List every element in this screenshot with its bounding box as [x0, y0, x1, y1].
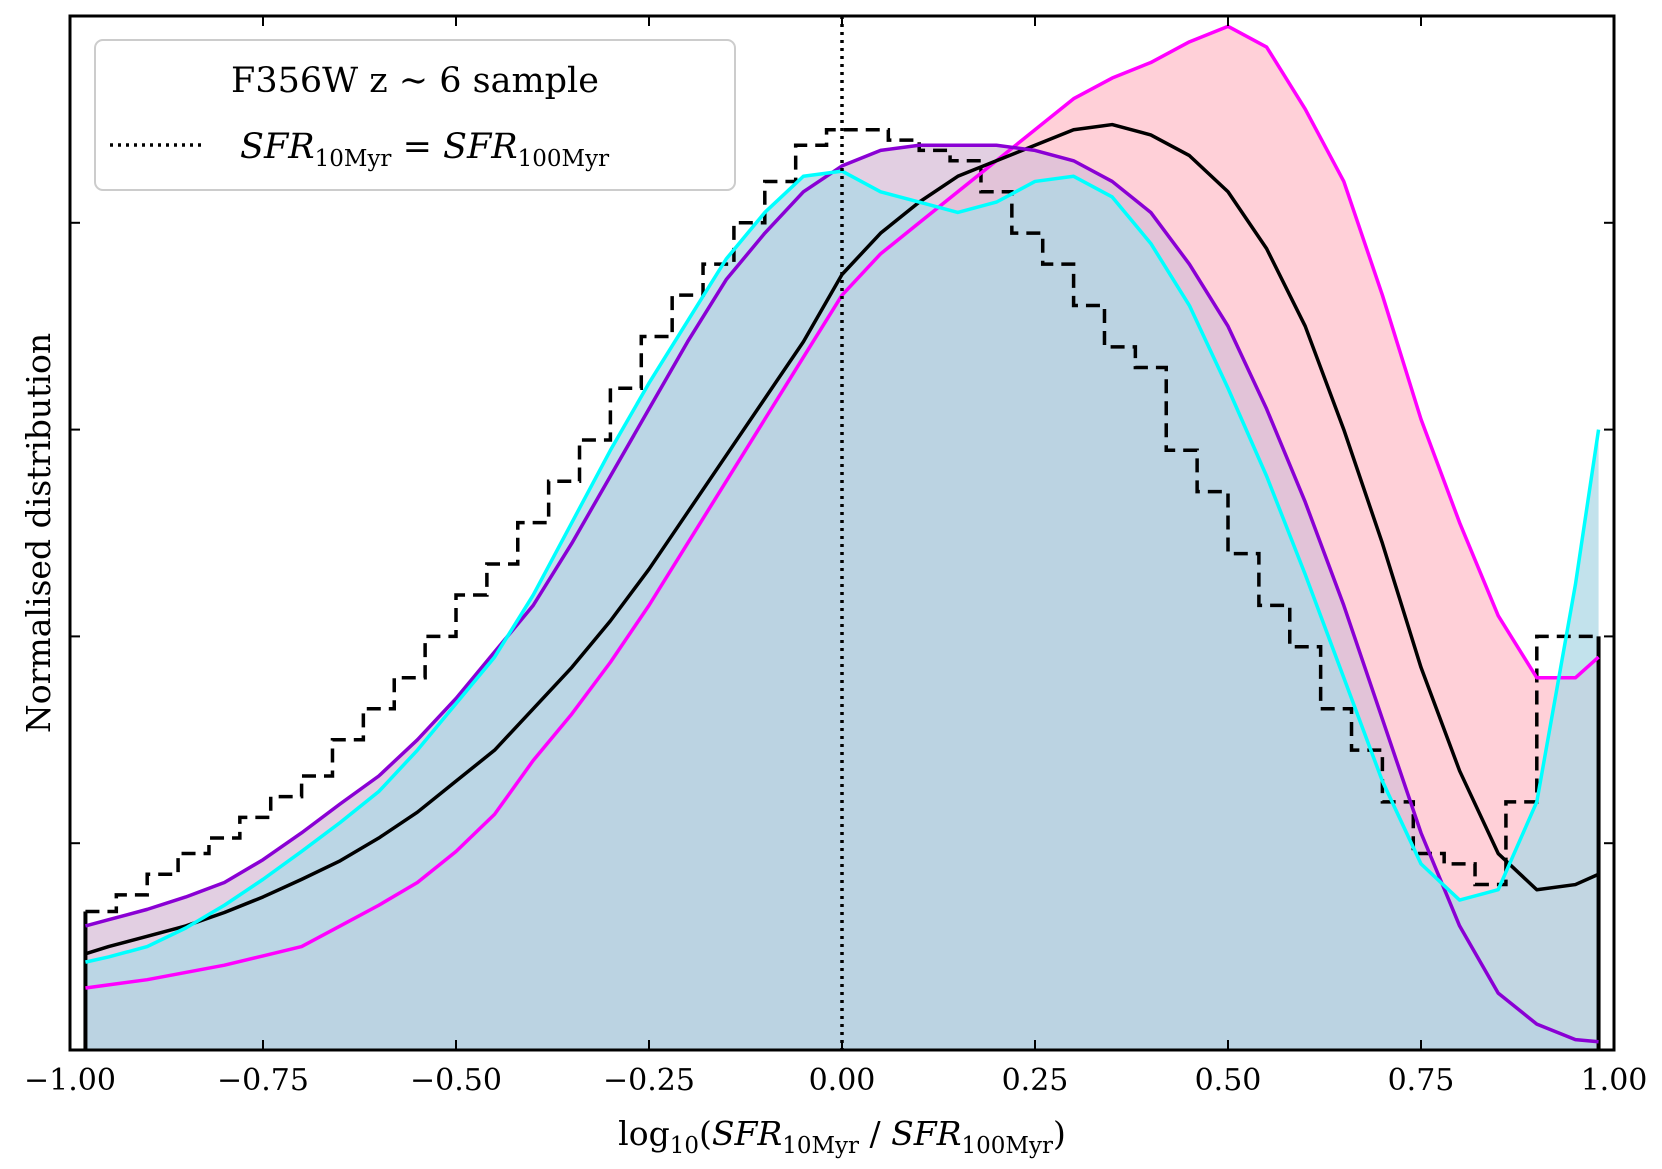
legend-entry-sub1: 10Myr — [315, 146, 392, 172]
x-tick-label: −1.00 — [24, 1063, 116, 1098]
legend-entry-sub2: 100Myr — [518, 146, 609, 172]
x-tick-label: −0.25 — [603, 1063, 695, 1098]
x-axis-label-open: ( — [699, 1114, 712, 1153]
legend-entry-eq: = — [391, 127, 443, 167]
x-tick-label: 1.00 — [1581, 1063, 1648, 1098]
x-axis-label-sub2: 100Myr — [962, 1133, 1053, 1159]
legend-entry-label: SFR10Myr = SFR100Myr — [240, 127, 609, 172]
x-axis-label-sfr1: SFR — [712, 1114, 782, 1153]
series-line-3 — [85, 169, 1601, 964]
legend-title: F356W z ∼ 6 sample — [231, 61, 599, 101]
series-line-0 — [85, 24, 1600, 990]
x-axis-label: log10(SFR10Myr / SFR100Myr) — [618, 1114, 1066, 1159]
x-tick-label: −0.50 — [410, 1063, 502, 1098]
histogram-step-line — [85, 127, 1599, 914]
x-tick-label: 0.50 — [1195, 1063, 1262, 1098]
x-tick-label: 0.00 — [809, 1063, 876, 1098]
legend: F356W z ∼ 6 sample SFR10Myr = SFR100Myr — [94, 39, 736, 191]
legend-box — [94, 39, 736, 191]
x-axis-label-slash: / — [859, 1114, 891, 1153]
x-axis-label-log: log — [618, 1114, 670, 1153]
x-axis-label-log-sub: 10 — [670, 1133, 699, 1159]
legend-entry-sfr2: SFR — [443, 127, 518, 167]
x-tick-label: 0.25 — [1002, 1063, 1069, 1098]
series-lines — [84, 24, 1601, 1044]
x-tick-labels: −1.00 −0.75 −0.50 −0.25 0.00 0.25 0.50 0.75 1.00 — [24, 1063, 1647, 1098]
x-tick-label: 0.75 — [1388, 1063, 1455, 1098]
x-axis-label-sub1: 10Myr — [782, 1133, 859, 1159]
series-line-2 — [84, 143, 1599, 1044]
histogram-layer — [83, 127, 1601, 1050]
x-axis-label-sfr2: SFR — [891, 1114, 961, 1153]
x-tick-label: −0.75 — [217, 1063, 309, 1098]
legend-entry-sfr1: SFR — [240, 127, 315, 167]
y-axis-label: Normalised distribution — [19, 333, 58, 733]
x-axis-label-close: ) — [1053, 1114, 1066, 1153]
axis-ticks — [69, 16, 1615, 1050]
